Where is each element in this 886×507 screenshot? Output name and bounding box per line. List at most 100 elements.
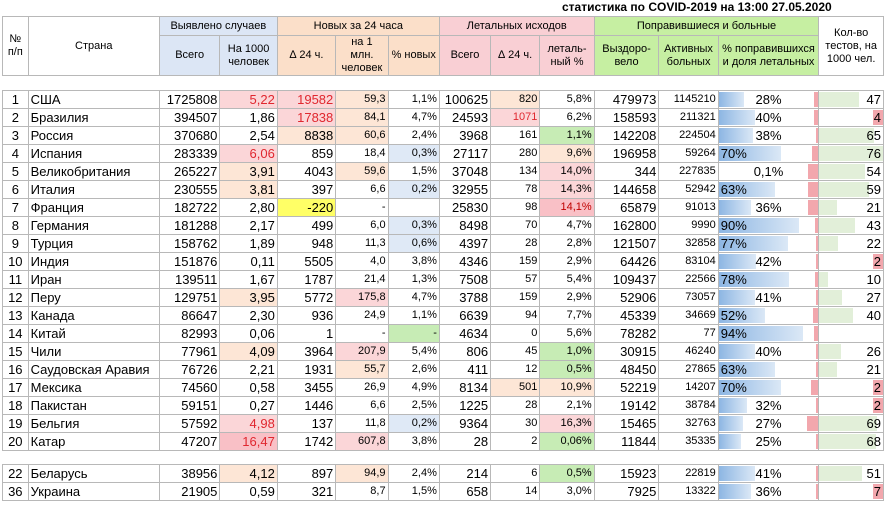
new-per-mln: 4,0 xyxy=(335,252,389,271)
detected-total: 47207 xyxy=(158,432,221,451)
recovered-pct-bar xyxy=(719,272,789,287)
tests-bar xyxy=(873,110,883,125)
tests-value: 65 xyxy=(866,128,881,143)
detected-total: 38956 xyxy=(158,464,221,483)
row-number: 2 xyxy=(2,108,29,127)
recovered-pct-bar xyxy=(719,466,756,481)
active-count: 1145210 xyxy=(658,90,719,109)
deaths-pct: 9,6% xyxy=(539,144,595,163)
table-row: 20 Катар 47207 16,47 1742 607,8 3,8% 28 2 0,06% 11… xyxy=(2,432,884,451)
new-delta: -220 xyxy=(276,198,337,217)
new-per-mln: 21,4 xyxy=(335,270,389,289)
row-number: 9 xyxy=(2,234,29,253)
deaths-total: 100625 xyxy=(438,90,492,109)
recovered-pct-value: 77% xyxy=(720,236,747,251)
recovered-pct: 63% xyxy=(717,360,820,379)
active-count: 27865 xyxy=(658,360,719,379)
recovered-count: 142208 xyxy=(593,126,660,145)
row-number: 7 xyxy=(2,198,29,217)
new-pct: 1,1% xyxy=(387,306,440,325)
new-per-mln: 11,3 xyxy=(335,234,389,253)
row-number: 4 xyxy=(2,144,29,163)
table-row: 3 Россия 370680 2,54 8838 60,6 2,4% 3968 161 1,1%… xyxy=(2,126,884,145)
recovered-pct-value: 52% xyxy=(720,308,747,323)
deaths-delta: 94 xyxy=(490,306,541,325)
tests-bar xyxy=(819,362,837,377)
new-pct: 0,2% xyxy=(387,414,440,433)
new-delta: 8838 xyxy=(276,126,337,145)
detected-total: 370680 xyxy=(158,126,221,145)
deaths-share-bar xyxy=(811,146,818,161)
deaths-delta: 501 xyxy=(490,378,541,397)
deaths-total: 9364 xyxy=(438,414,492,433)
new-pct: 2,4% xyxy=(387,464,440,483)
new-delta: 1787 xyxy=(276,270,337,289)
new-per-mln: 84,1 xyxy=(335,108,389,127)
deaths-total: 3788 xyxy=(438,288,492,307)
tests-per1000: 47 xyxy=(818,90,884,109)
deaths-total: 8498 xyxy=(438,216,492,235)
row-number: 20 xyxy=(2,432,29,451)
report-title: статистика по COVID-2019 на 13:00 27.05.… xyxy=(562,0,832,14)
deaths-share-bar xyxy=(816,236,818,251)
deaths-pct: 2,1% xyxy=(539,396,595,415)
new-pct: 5,4% xyxy=(387,342,440,361)
deaths-share-bar xyxy=(816,362,818,377)
deaths-total: 411 xyxy=(438,360,492,379)
detected-total: 57592 xyxy=(158,414,221,433)
deaths-pct: 14,0% xyxy=(539,162,595,181)
recovered-pct-bar xyxy=(719,200,752,215)
detected-per1000: 1,86 xyxy=(219,108,278,127)
deaths-delta: 134 xyxy=(490,162,541,181)
table-row: 11 Иран 139511 1,67 1787 21,4 1,3% 7508 57 5,4% 10… xyxy=(2,270,884,289)
recovered-count: 121507 xyxy=(593,234,660,253)
header-deaths-total: Всего xyxy=(438,35,492,76)
new-pct: - xyxy=(387,324,440,343)
recovered-pct-bar xyxy=(719,380,782,395)
recovered-pct-bar xyxy=(719,218,800,233)
recovered-pct-value: 70% xyxy=(720,380,747,395)
active-count: 91013 xyxy=(658,198,719,217)
deaths-pct: 7,7% xyxy=(539,306,595,325)
new-delta: 5505 xyxy=(276,252,337,271)
table-row: 16 Саудовская Аравия 76726 2,21 1931 55,7 2,6%… xyxy=(2,360,884,379)
row-number: 5 xyxy=(2,162,29,181)
deaths-share-bar xyxy=(816,466,818,481)
tests-per1000: 4 xyxy=(818,108,884,127)
recovered-pct-value: 41% xyxy=(755,466,782,481)
recovered-count: 7925 xyxy=(593,482,660,501)
header-new-delta: ∆ 24 ч. xyxy=(276,35,337,76)
recovered-pct-value: 38% xyxy=(755,128,782,143)
tests-per1000: 10 xyxy=(818,270,884,289)
deaths-pct: 14,3% xyxy=(539,180,595,199)
active-count: 14207 xyxy=(658,378,719,397)
recovered-pct: 36% xyxy=(717,482,820,501)
deaths-pct: 10,9% xyxy=(539,378,595,397)
deaths-pct: 3,0% xyxy=(539,482,595,501)
detected-per1000: 0,11 xyxy=(219,252,278,271)
new-per-mln: 18,4 xyxy=(335,144,389,163)
new-pct: 2,5% xyxy=(387,396,440,415)
new-pct: 1,1% xyxy=(387,90,440,109)
new-per-mln: 24,9 xyxy=(335,306,389,325)
recovered-count: 52219 xyxy=(593,378,660,397)
country-name: Канада xyxy=(27,306,160,325)
deaths-share-bar xyxy=(816,434,818,449)
deaths-delta: 0 xyxy=(490,324,541,343)
row-number: 10 xyxy=(2,252,29,271)
new-delta: 17838 xyxy=(276,108,337,127)
tests-value: 43 xyxy=(866,218,881,233)
recovered-pct-value: 40% xyxy=(755,110,782,125)
recovered-pct: 70% xyxy=(717,144,820,163)
country-name: Турция xyxy=(27,234,160,253)
tests-value: 21 xyxy=(866,362,881,377)
recovered-pct-value: 32% xyxy=(755,398,782,413)
recovered-count: 30915 xyxy=(593,342,660,361)
active-count: 224504 xyxy=(658,126,719,145)
deaths-share-bar xyxy=(808,200,818,215)
table-row: 17 Мексика 74560 0,58 3455 26,9 4,9% 8134 501 10,… xyxy=(2,378,884,397)
tests-value: 4 xyxy=(873,110,881,125)
recovered-pct: 78% xyxy=(717,270,820,289)
deaths-pct: 14,1% xyxy=(539,198,595,217)
recovered-pct-bar xyxy=(719,344,755,359)
